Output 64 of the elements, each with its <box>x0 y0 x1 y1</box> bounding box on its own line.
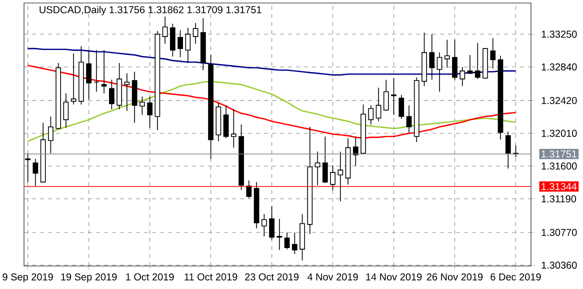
x-tick-label: 1 Oct 2019 <box>126 273 174 280</box>
candlestick <box>246 180 252 198</box>
candlestick <box>444 39 450 68</box>
x-tick-label: 14 Nov 2019 <box>366 273 422 280</box>
candlestick <box>63 92 69 128</box>
candlestick <box>338 151 344 202</box>
y-tick-label: 1.31190 <box>542 195 576 202</box>
y-tick-label: 1.30360 <box>542 262 577 269</box>
y-tick-label: 1.32420 <box>542 96 577 104</box>
candlestick <box>322 136 328 184</box>
candlestick <box>70 52 76 105</box>
candlestick <box>460 66 466 87</box>
y-tick-label: 1.31600 <box>542 162 577 170</box>
candlestick <box>352 136 358 166</box>
candlestick <box>170 23 176 57</box>
candlestick <box>178 30 183 58</box>
y-tick-label: 1.30770 <box>542 228 577 236</box>
y-tick-label: 1.32010 <box>542 130 577 137</box>
candlestick <box>276 218 282 250</box>
candlestick <box>94 50 100 92</box>
candlestick <box>284 232 290 250</box>
candlestick <box>185 27 191 64</box>
chart-title: USDCAD,Daily 1.31756 1.31862 1.31709 1.31751 <box>40 6 262 16</box>
x-tick-label: 6 Dec 2019 <box>490 273 541 280</box>
candlestick <box>383 79 389 112</box>
candlestick <box>230 108 236 148</box>
candlestick <box>467 54 473 75</box>
x-tick-label: 19 Sep 2019 <box>61 273 117 282</box>
x-tick-label: 11 Oct 2019 <box>184 273 238 280</box>
candlestick <box>108 79 114 110</box>
candlestick <box>314 151 320 186</box>
candlestick <box>139 96 145 116</box>
candlestick <box>292 232 298 254</box>
x-tick-label: 9 Sep 2019 <box>2 273 53 282</box>
candlestick <box>269 206 274 240</box>
candlestick <box>368 104 374 125</box>
y-tick-label: 1.32840 <box>542 63 577 70</box>
candlestick <box>86 50 92 100</box>
candlestick <box>223 104 229 138</box>
candlestick <box>452 39 458 80</box>
candlestick <box>474 42 480 80</box>
candlestick <box>32 158 38 186</box>
candlestick <box>505 131 511 169</box>
candlestick <box>101 50 107 94</box>
candlestick <box>48 116 54 154</box>
y-tick-label: 1.33250 <box>542 30 577 38</box>
candlestick <box>490 38 496 69</box>
ref-line-label: 1.31751 <box>542 150 577 158</box>
candlestick <box>124 72 130 112</box>
candlestick <box>406 104 412 133</box>
x-tick-label: 23 Oct 2019 <box>245 273 299 280</box>
ref-line-label: 1.31344 <box>542 182 577 190</box>
candlestick <box>391 78 396 116</box>
candlestick <box>330 164 336 190</box>
candlestick <box>436 52 442 92</box>
candlestick <box>192 22 198 44</box>
candlestick <box>162 16 168 44</box>
candlestick <box>376 87 382 122</box>
candlestick <box>429 34 435 80</box>
candlestick <box>261 214 267 237</box>
x-tick-label: 4 Nov 2019 <box>307 273 358 280</box>
candlestick <box>147 96 152 128</box>
candlestick <box>398 94 404 120</box>
x-tick-label: 26 Nov 2019 <box>426 273 483 280</box>
